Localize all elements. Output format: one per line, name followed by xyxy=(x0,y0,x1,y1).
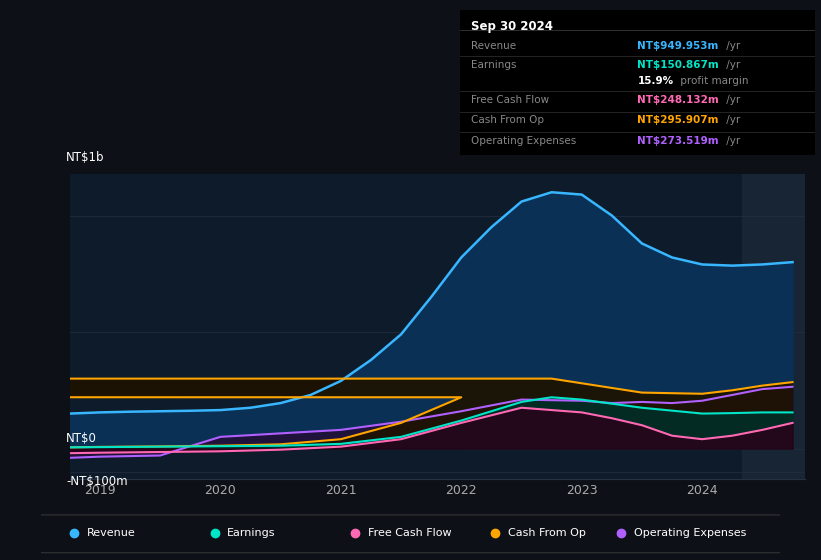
Bar xyxy=(742,174,805,479)
Text: 15.9%: 15.9% xyxy=(637,76,673,86)
Text: /yr: /yr xyxy=(723,41,741,52)
Text: Revenue: Revenue xyxy=(470,41,516,52)
FancyBboxPatch shape xyxy=(38,515,784,553)
Text: -NT$100m: -NT$100m xyxy=(67,475,128,488)
Text: Free Cash Flow: Free Cash Flow xyxy=(470,95,548,105)
Text: /yr: /yr xyxy=(723,136,741,146)
Text: Cash From Op: Cash From Op xyxy=(470,115,544,125)
Text: NT$295.907m: NT$295.907m xyxy=(637,115,719,125)
Text: /yr: /yr xyxy=(723,95,741,105)
Text: Earnings: Earnings xyxy=(227,529,276,538)
Text: Operating Expenses: Operating Expenses xyxy=(470,136,576,146)
Text: Operating Expenses: Operating Expenses xyxy=(634,529,746,538)
Text: NT$1b: NT$1b xyxy=(67,151,104,165)
Text: NT$150.867m: NT$150.867m xyxy=(637,60,719,70)
Text: NT$273.519m: NT$273.519m xyxy=(637,136,719,146)
Text: /yr: /yr xyxy=(723,60,741,70)
Text: Revenue: Revenue xyxy=(87,529,135,538)
Text: Earnings: Earnings xyxy=(470,60,516,70)
Text: Sep 30 2024: Sep 30 2024 xyxy=(470,20,553,33)
Text: Cash From Op: Cash From Op xyxy=(508,529,586,538)
Text: NT$0: NT$0 xyxy=(67,432,97,445)
Text: /yr: /yr xyxy=(723,115,741,125)
Text: Free Cash Flow: Free Cash Flow xyxy=(368,529,452,538)
Text: NT$949.953m: NT$949.953m xyxy=(637,41,719,52)
Text: NT$248.132m: NT$248.132m xyxy=(637,95,719,105)
Text: profit margin: profit margin xyxy=(677,76,748,86)
